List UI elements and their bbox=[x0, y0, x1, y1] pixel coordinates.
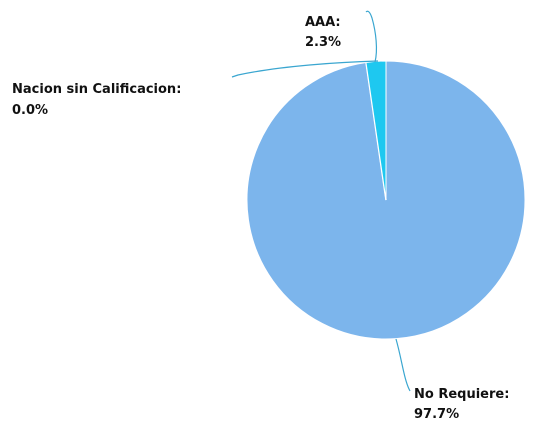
slice-label-aaa-name: AAA: bbox=[305, 15, 341, 30]
slice-label-nacion-name: Nacion sin Calificacion: bbox=[12, 82, 181, 97]
slice-label-nacion-value: 0.0% bbox=[12, 103, 48, 118]
slice-label-no-requiere-name: No Requiere: bbox=[414, 387, 509, 402]
pie-slices bbox=[247, 61, 525, 339]
slice-label-no-requiere-value: 97.7% bbox=[414, 407, 459, 422]
connector-no-requiere bbox=[396, 339, 410, 391]
connector-aaa bbox=[366, 11, 376, 62]
slice-label-aaa-value: 2.3% bbox=[305, 35, 341, 50]
